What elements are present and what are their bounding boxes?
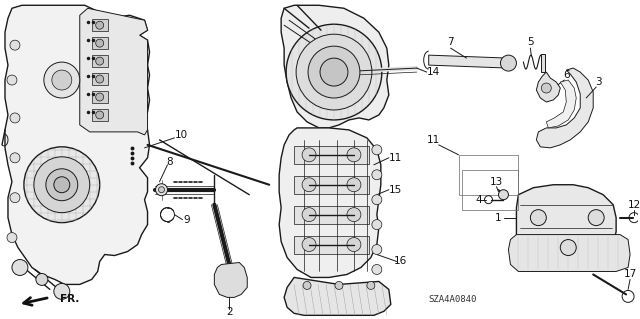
Circle shape xyxy=(347,238,361,251)
Circle shape xyxy=(541,83,551,93)
Polygon shape xyxy=(429,55,508,68)
Circle shape xyxy=(46,169,78,201)
Circle shape xyxy=(372,219,382,230)
Polygon shape xyxy=(279,128,381,278)
Circle shape xyxy=(96,57,104,65)
Circle shape xyxy=(302,178,316,192)
Circle shape xyxy=(96,75,104,83)
Polygon shape xyxy=(541,54,545,72)
Text: FR.: FR. xyxy=(60,294,79,304)
Circle shape xyxy=(500,55,516,71)
Text: 11: 11 xyxy=(427,135,440,145)
Circle shape xyxy=(335,281,343,289)
Text: 7: 7 xyxy=(447,37,454,47)
Circle shape xyxy=(96,111,104,119)
Circle shape xyxy=(12,259,28,275)
Circle shape xyxy=(347,178,361,192)
Circle shape xyxy=(296,34,372,110)
Bar xyxy=(92,73,108,85)
Polygon shape xyxy=(80,8,148,135)
Circle shape xyxy=(10,153,20,163)
Circle shape xyxy=(320,58,348,86)
Circle shape xyxy=(96,93,104,101)
Text: 4: 4 xyxy=(476,195,482,205)
Polygon shape xyxy=(281,5,389,128)
Circle shape xyxy=(347,208,361,222)
Text: 3: 3 xyxy=(595,77,602,87)
Circle shape xyxy=(302,238,316,251)
Circle shape xyxy=(96,39,104,47)
Polygon shape xyxy=(294,146,369,164)
Polygon shape xyxy=(294,176,369,194)
Circle shape xyxy=(156,184,168,196)
Circle shape xyxy=(308,46,360,98)
Bar xyxy=(92,109,108,121)
Polygon shape xyxy=(536,68,593,148)
Circle shape xyxy=(560,240,576,256)
Circle shape xyxy=(7,233,17,242)
Circle shape xyxy=(52,70,72,90)
Text: 2: 2 xyxy=(226,307,232,317)
Circle shape xyxy=(531,210,547,226)
Bar xyxy=(92,37,108,49)
Circle shape xyxy=(372,195,382,205)
Polygon shape xyxy=(508,234,630,271)
Circle shape xyxy=(10,40,20,50)
Bar xyxy=(92,91,108,103)
Circle shape xyxy=(347,148,361,162)
Polygon shape xyxy=(214,263,247,297)
Circle shape xyxy=(372,145,382,155)
Text: 8: 8 xyxy=(166,157,173,167)
Text: 16: 16 xyxy=(394,256,408,266)
Circle shape xyxy=(10,113,20,123)
Circle shape xyxy=(588,210,604,226)
Circle shape xyxy=(54,284,70,300)
Text: 15: 15 xyxy=(389,185,403,195)
Text: 5: 5 xyxy=(527,37,534,47)
Circle shape xyxy=(24,147,100,223)
Circle shape xyxy=(372,264,382,274)
Polygon shape xyxy=(284,278,391,315)
Text: 1: 1 xyxy=(495,213,502,223)
Circle shape xyxy=(10,193,20,203)
Circle shape xyxy=(286,24,382,120)
Text: 13: 13 xyxy=(490,177,503,187)
Circle shape xyxy=(499,190,508,200)
Text: 14: 14 xyxy=(427,67,440,77)
Polygon shape xyxy=(536,72,560,102)
Circle shape xyxy=(303,281,311,289)
Circle shape xyxy=(36,273,48,286)
Bar xyxy=(92,19,108,31)
Circle shape xyxy=(372,245,382,255)
Polygon shape xyxy=(5,5,150,285)
Text: 11: 11 xyxy=(389,153,403,163)
Text: 17: 17 xyxy=(623,270,637,279)
Text: 12: 12 xyxy=(627,200,640,210)
Circle shape xyxy=(302,148,316,162)
Circle shape xyxy=(96,21,104,29)
Circle shape xyxy=(372,170,382,180)
Text: 9: 9 xyxy=(183,215,189,225)
Text: SZA4A0840: SZA4A0840 xyxy=(429,295,477,304)
Polygon shape xyxy=(516,185,616,267)
Polygon shape xyxy=(294,235,369,254)
Circle shape xyxy=(302,208,316,222)
Circle shape xyxy=(44,62,80,98)
Circle shape xyxy=(7,75,17,85)
Circle shape xyxy=(54,177,70,193)
Polygon shape xyxy=(294,206,369,224)
Circle shape xyxy=(159,187,164,193)
Circle shape xyxy=(34,157,90,213)
Polygon shape xyxy=(547,80,576,128)
Text: 10: 10 xyxy=(175,130,188,140)
Text: 6: 6 xyxy=(563,70,570,80)
Bar xyxy=(92,55,108,67)
Circle shape xyxy=(367,281,375,289)
